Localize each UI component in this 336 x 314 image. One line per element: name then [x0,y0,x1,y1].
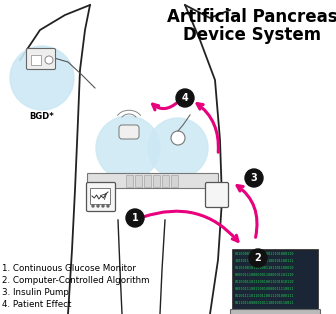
Text: 0110001101110010011001010110: 0110001101110010011001010110 [235,280,294,284]
Text: BGD*: BGD* [30,112,54,121]
Circle shape [245,169,263,187]
Circle shape [102,205,104,207]
FancyBboxPatch shape [162,175,169,187]
Text: 1: 1 [132,213,138,223]
Circle shape [148,118,208,178]
Circle shape [126,209,144,227]
FancyBboxPatch shape [171,175,178,187]
FancyBboxPatch shape [119,125,139,139]
Circle shape [96,116,160,180]
Text: Artificial Pancreas: Artificial Pancreas [167,8,336,26]
Text: 4: 4 [182,93,188,103]
FancyBboxPatch shape [126,175,133,187]
FancyBboxPatch shape [233,250,318,310]
Text: 3: 3 [251,173,257,183]
FancyBboxPatch shape [206,182,228,208]
FancyBboxPatch shape [27,48,55,69]
Text: Device System: Device System [183,26,321,44]
Circle shape [97,205,99,207]
Circle shape [10,46,74,110]
Circle shape [171,131,185,145]
Circle shape [45,56,53,64]
Text: 0110000101110010011101000110: 0110000101110010011101000110 [235,252,294,256]
Circle shape [92,205,94,207]
FancyBboxPatch shape [153,175,160,187]
Text: 0110100101100001101101100010: 0110100101100001101101100010 [235,266,294,270]
FancyBboxPatch shape [87,174,218,188]
FancyBboxPatch shape [135,175,142,187]
FancyBboxPatch shape [230,310,321,314]
Circle shape [107,205,109,207]
Text: 4. Patient Effect: 4. Patient Effect [2,300,71,309]
FancyBboxPatch shape [90,188,110,204]
Text: 0110111101100110011101000111: 0110111101100110011101000111 [235,294,294,298]
FancyBboxPatch shape [86,182,116,212]
Circle shape [249,249,267,267]
Text: 0000011100000011000001101110: 0000011100000011000001101110 [235,273,294,277]
Text: 1. Continuous Glucose Monitor: 1. Continuous Glucose Monitor [2,264,136,273]
Text: 2. Computer-Controlled Algorithm: 2. Computer-Controlled Algorithm [2,276,150,285]
Text: 1001011001100110100101100111: 1001011001100110100101100111 [235,259,294,263]
Text: 0111011000001011100100110011: 0111011000001011100100110011 [235,301,294,305]
Text: 3. Insulin Pump: 3. Insulin Pump [2,288,69,297]
FancyBboxPatch shape [144,175,151,187]
FancyBboxPatch shape [31,55,41,65]
Text: 0001011100110010000011110011: 0001011100110010000011110011 [235,287,294,291]
Circle shape [176,89,194,107]
Text: 2: 2 [255,253,261,263]
